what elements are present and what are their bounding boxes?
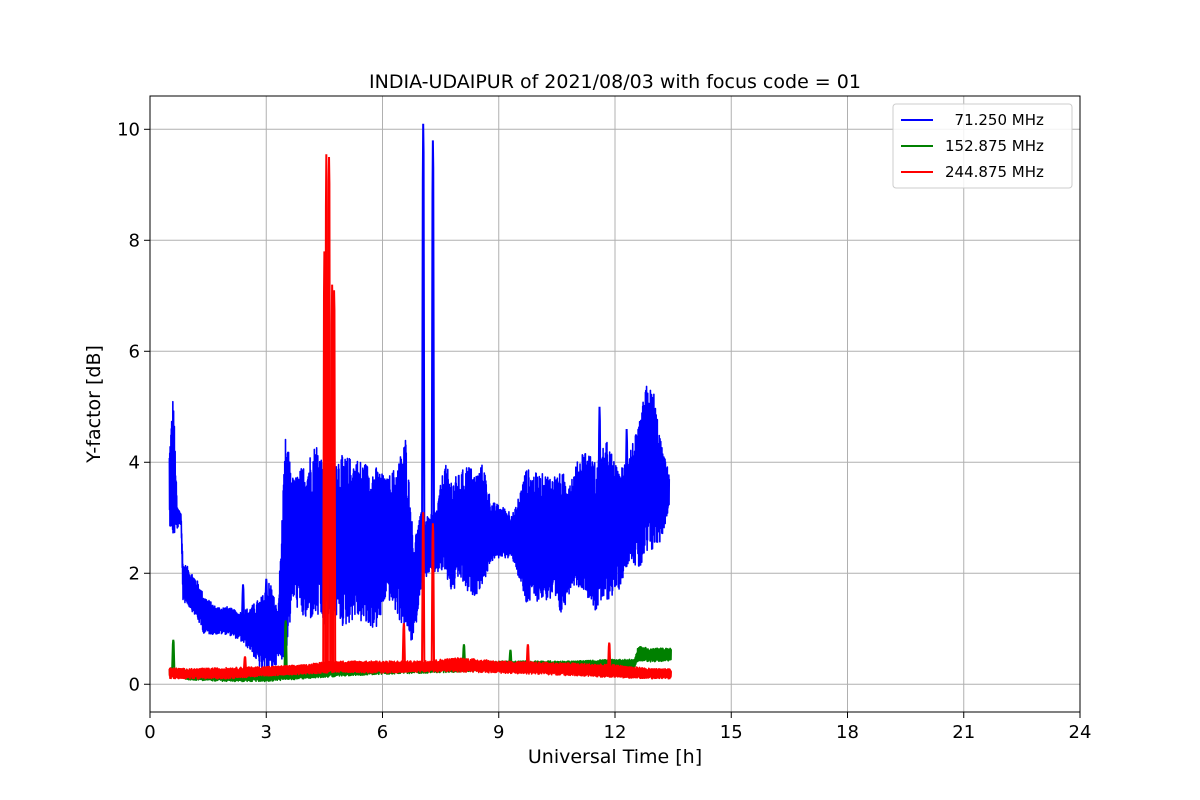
series-spike	[430, 523, 436, 667]
y-tick-label: 10	[117, 119, 140, 140]
series-trace	[168, 657, 672, 680]
series-spike	[461, 644, 467, 667]
legend-entry: 71.250 MHz	[945, 111, 1044, 129]
x-tick-label: 18	[836, 722, 859, 743]
series-spike	[331, 290, 337, 667]
series-spike	[240, 584, 246, 627]
x-tick-label: 6	[377, 722, 388, 743]
y-tick-label: 0	[129, 674, 140, 695]
series-1	[168, 123, 671, 674]
x-tick-label: 15	[720, 722, 743, 743]
legend-entry: 244.875 MHz	[945, 163, 1044, 181]
y-axis-label: Y-factor [dB]	[83, 345, 105, 464]
series-spike	[430, 140, 436, 543]
x-tick-label: 12	[604, 722, 627, 743]
series-spike	[324, 154, 329, 668]
series-spike	[421, 123, 426, 548]
series-spike	[607, 642, 612, 671]
y-tick-label: 8	[129, 230, 140, 251]
series-spike	[171, 639, 176, 673]
x-tick-label: 24	[1069, 722, 1092, 743]
x-tick-label: 9	[493, 722, 504, 743]
series-spike	[283, 620, 288, 675]
series-spike	[508, 649, 513, 666]
x-tick-label: 0	[144, 722, 155, 743]
legend-box	[892, 103, 1073, 189]
y-tick-label: 6	[129, 341, 140, 362]
y-tick-label: 2	[129, 563, 140, 584]
legend: 71.250 MHz 152.875 MHz 244.875 MHz	[892, 103, 1073, 189]
series-3	[168, 154, 672, 680]
series-spike	[242, 656, 248, 673]
series-spike	[525, 644, 530, 668]
series-spike	[421, 512, 426, 667]
series-spike	[401, 623, 406, 667]
series-spike	[264, 578, 269, 631]
chart-title: INDIA-UDAIPUR of 2021/08/03 with focus c…	[369, 71, 861, 93]
series-trace	[168, 385, 671, 674]
series-spike	[597, 406, 602, 532]
x-tick-label: 21	[952, 722, 975, 743]
series-spike	[624, 428, 629, 512]
x-tick-label: 3	[261, 722, 272, 743]
series-spike	[326, 157, 332, 668]
series-layer	[168, 123, 672, 683]
y-tick-label: 4	[129, 452, 140, 473]
legend-entry: 152.875 MHz	[945, 137, 1044, 155]
x-axis-label: Universal Time [h]	[528, 746, 702, 768]
